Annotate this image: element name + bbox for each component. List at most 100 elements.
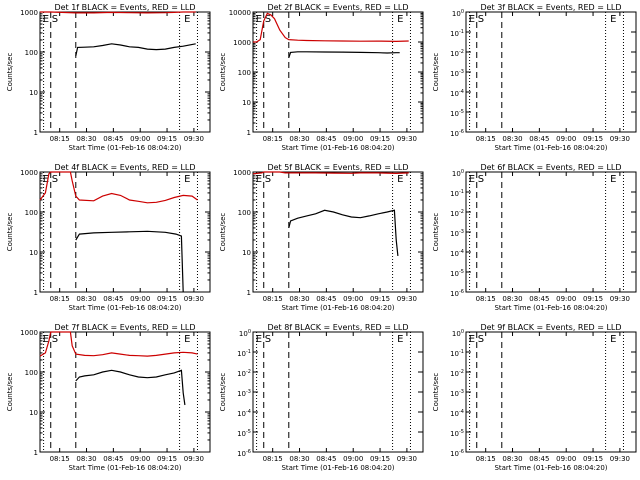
x-tick-label: 08:45 bbox=[529, 135, 549, 143]
series-events-line bbox=[75, 230, 184, 293]
time-marker-s: S bbox=[265, 174, 271, 185]
x-tick-label: 08:30 bbox=[76, 135, 96, 143]
time-marker-e: E bbox=[184, 334, 190, 345]
time-marker-e: E bbox=[184, 14, 190, 25]
time-marker-e: E bbox=[469, 334, 475, 345]
series-lld-line bbox=[252, 171, 409, 175]
y-tick-label: 10 bbox=[29, 89, 38, 97]
x-axis-label: Start Time (01-Feb-16 08:04:20) bbox=[68, 144, 181, 152]
y-tick-label: 100 bbox=[238, 209, 251, 217]
x-tick-label: 09:00 bbox=[343, 455, 363, 463]
panel-title: Det 9f BLACK = Events, RED = LLD bbox=[480, 323, 621, 332]
time-marker-e: E bbox=[610, 174, 616, 185]
y-tick-label: 10-5 bbox=[450, 269, 464, 278]
y-tick-label: 10-1 bbox=[450, 189, 464, 198]
time-marker-s: S bbox=[265, 334, 271, 345]
time-marker-s: S bbox=[478, 14, 484, 25]
x-tick-label: 08:30 bbox=[76, 295, 96, 303]
y-tick-label: 10 bbox=[29, 409, 38, 417]
panel-det-4: Det 4f BLACK = Events, RED = LLD 08:15 08:… bbox=[6, 163, 211, 312]
x-tick-label: 08:15 bbox=[50, 295, 70, 303]
x-tick-label: 09:00 bbox=[556, 135, 576, 143]
x-tick-label: 08:30 bbox=[502, 295, 522, 303]
x-tick-label: 08:30 bbox=[502, 455, 522, 463]
x-tick-label: 09:00 bbox=[556, 295, 576, 303]
y-tick-label: 1000 bbox=[233, 39, 251, 47]
x-tick-label: 09:30 bbox=[397, 295, 417, 303]
time-marker-e: E bbox=[397, 14, 403, 25]
series-events-line bbox=[288, 51, 400, 58]
y-tick-label: 10-6 bbox=[450, 449, 464, 458]
x-axis-label: Start Time (01-Feb-16 08:04:20) bbox=[281, 464, 394, 472]
y-tick-label: 100 bbox=[238, 69, 251, 77]
y-tick-label: 1 bbox=[247, 129, 251, 137]
series-lld-line bbox=[40, 11, 196, 14]
y-axis-label: Counts/sec bbox=[6, 373, 14, 412]
y-tick-label: 100 bbox=[239, 329, 251, 338]
time-marker-e: E bbox=[256, 174, 262, 185]
panel-title: Det 3f BLACK = Events, RED = LLD bbox=[480, 3, 621, 12]
panel-title: Det 1f BLACK = Events, RED = LLD bbox=[54, 3, 195, 12]
time-marker-s: S bbox=[478, 174, 484, 185]
x-tick-label: 08:15 bbox=[476, 455, 496, 463]
x-tick-label: 08:15 bbox=[263, 135, 283, 143]
series-lld-line bbox=[39, 331, 198, 357]
y-axis-label: Counts/sec bbox=[432, 373, 440, 412]
panel-title: Det 8f BLACK = Events, RED = LLD bbox=[267, 323, 408, 332]
x-tick-label: 09:15 bbox=[370, 455, 390, 463]
y-tick-label: 10-6 bbox=[450, 289, 464, 298]
y-tick-label: 10 bbox=[242, 249, 251, 257]
x-tick-label: 09:30 bbox=[184, 455, 204, 463]
x-axis-label: Start Time (01-Feb-16 08:04:20) bbox=[68, 304, 181, 312]
y-tick-label: 10000 bbox=[229, 9, 251, 17]
x-tick-label: 09:00 bbox=[130, 455, 150, 463]
y-tick-label: 10-2 bbox=[450, 49, 464, 58]
x-tick-label: 09:15 bbox=[583, 135, 603, 143]
y-axis-label: Counts/sec bbox=[432, 53, 440, 92]
y-tick-label: 10-1 bbox=[237, 349, 251, 358]
plot-frame bbox=[39, 11, 211, 133]
y-tick-label: 10-5 bbox=[450, 109, 464, 118]
plot-frame bbox=[465, 11, 637, 133]
x-axis-label: Start Time (01-Feb-16 08:04:20) bbox=[494, 464, 607, 472]
y-tick-label: 1 bbox=[34, 289, 38, 297]
panel-title: Det 4f BLACK = Events, RED = LLD bbox=[54, 163, 195, 172]
y-tick-label: 10-3 bbox=[450, 69, 464, 78]
plot-frame bbox=[39, 171, 211, 293]
x-tick-label: 08:45 bbox=[316, 135, 336, 143]
time-marker-e: E bbox=[43, 334, 49, 345]
panel-det-9: Det 9f BLACK = Events, RED = LLD 08:15 08:… bbox=[432, 323, 637, 472]
y-tick-label: 10-3 bbox=[450, 389, 464, 398]
time-marker-e: E bbox=[469, 14, 475, 25]
y-tick-label: 1000 bbox=[20, 9, 38, 17]
x-tick-label: 08:45 bbox=[316, 295, 336, 303]
panel-det-5: Det 5f BLACK = Events, RED = LLD 08:15 08:… bbox=[219, 163, 424, 312]
y-axis-label: Counts/sec bbox=[6, 53, 14, 92]
plot-frame bbox=[465, 171, 637, 293]
x-tick-label: 09:15 bbox=[157, 455, 177, 463]
y-tick-label: 10-5 bbox=[450, 429, 464, 438]
x-tick-label: 09:00 bbox=[343, 295, 363, 303]
x-tick-label: 09:30 bbox=[610, 135, 630, 143]
y-tick-label: 1000 bbox=[20, 329, 38, 337]
panel-det-6: Det 6f BLACK = Events, RED = LLD 08:15 08:… bbox=[432, 163, 637, 312]
panel-det-7: Det 7f BLACK = Events, RED = LLD 08:15 08:… bbox=[6, 323, 211, 472]
series-lld-line bbox=[253, 12, 409, 43]
x-tick-label: 08:30 bbox=[289, 135, 309, 143]
panel-title: Det 2f BLACK = Events, RED = LLD bbox=[267, 3, 408, 12]
y-tick-label: 1000 bbox=[233, 169, 251, 177]
x-axis-label: Start Time (01-Feb-16 08:04:20) bbox=[281, 144, 394, 152]
y-axis-label: Counts/sec bbox=[432, 213, 440, 252]
x-tick-label: 08:15 bbox=[50, 455, 70, 463]
panel-det-1: Det 1f BLACK = Events, RED = LLD 08:15 08:… bbox=[6, 3, 211, 152]
x-tick-label: 09:00 bbox=[130, 295, 150, 303]
time-marker-e: E bbox=[397, 174, 403, 185]
x-tick-label: 09:30 bbox=[610, 455, 630, 463]
x-tick-label: 09:15 bbox=[157, 295, 177, 303]
y-tick-label: 1 bbox=[34, 449, 38, 457]
x-tick-label: 08:45 bbox=[103, 295, 123, 303]
y-tick-label: 100 bbox=[25, 209, 38, 217]
y-tick-label: 10-1 bbox=[450, 29, 464, 38]
series-events-line bbox=[288, 209, 399, 256]
x-tick-label: 08:45 bbox=[103, 135, 123, 143]
